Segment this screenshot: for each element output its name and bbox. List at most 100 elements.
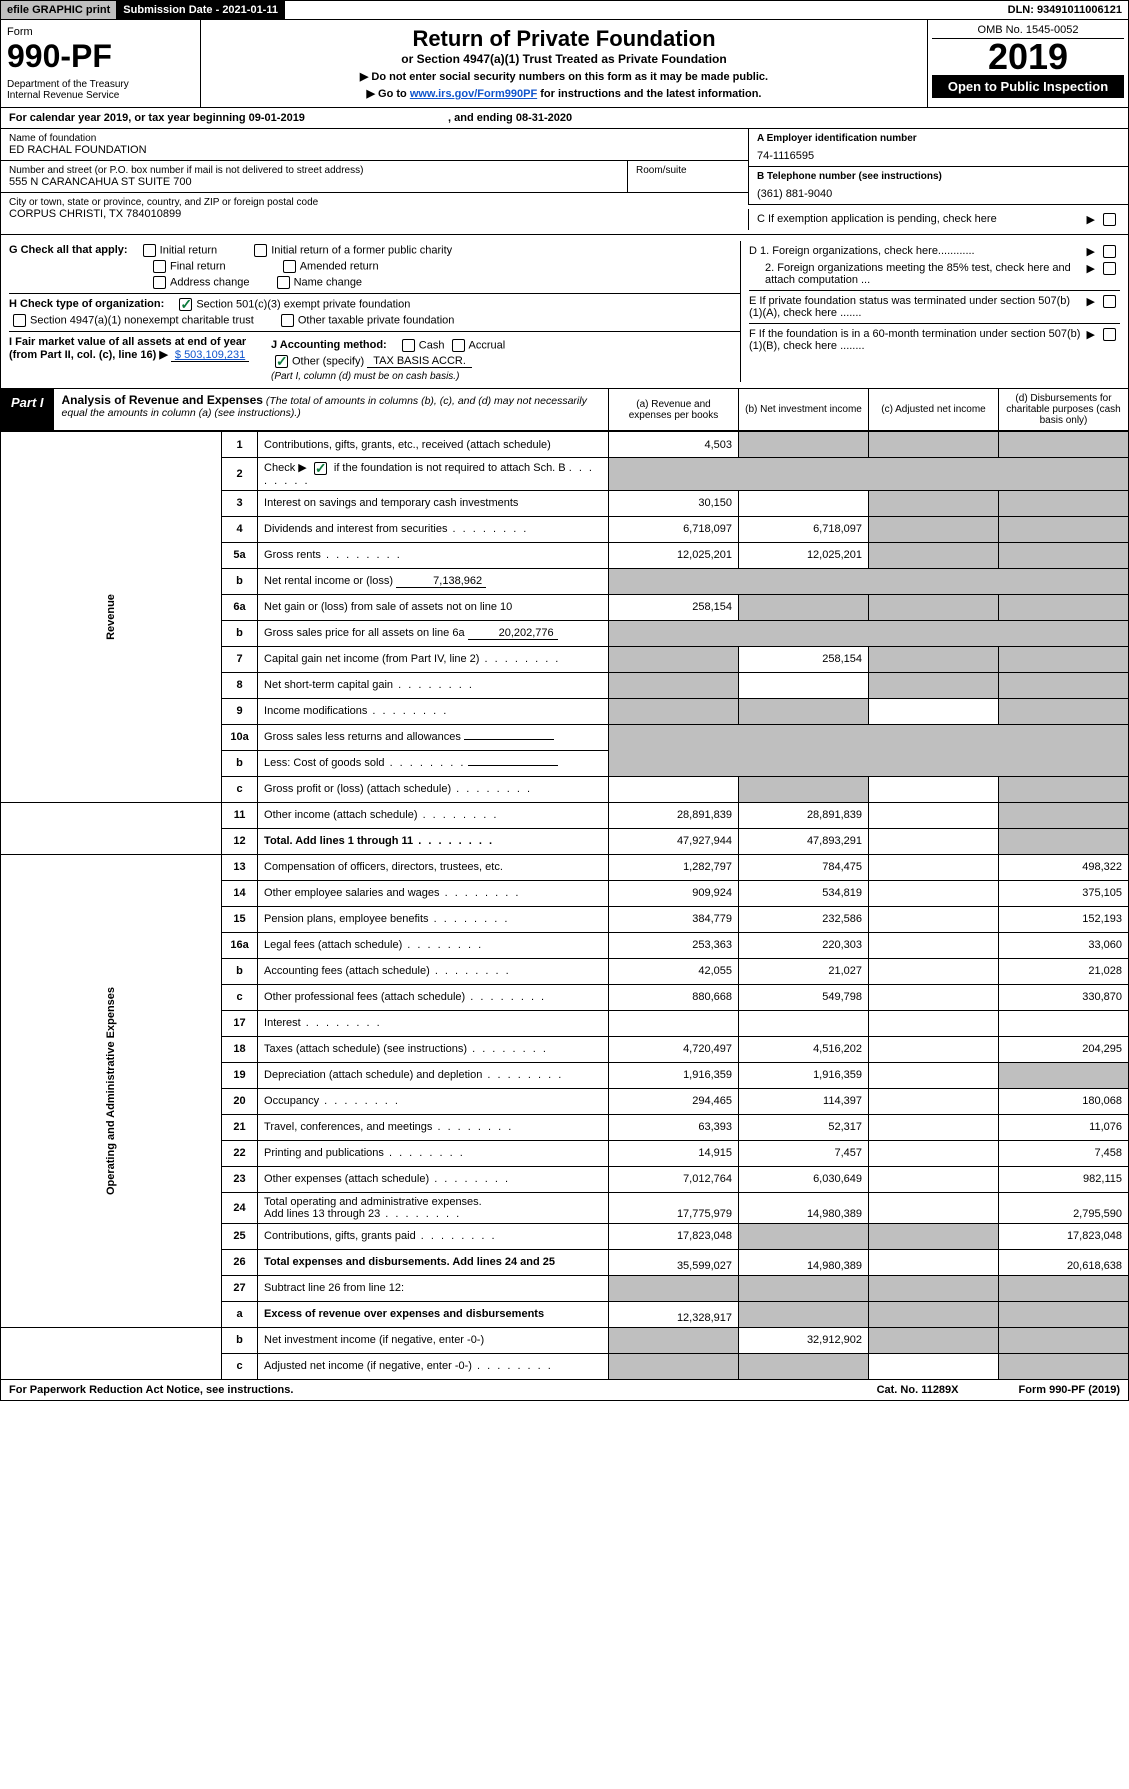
4947-label: Section 4947(a)(1) nonexempt charitable … <box>30 314 254 326</box>
r11-a: 28,891,839 <box>609 802 739 828</box>
r13-d: 498,322 <box>999 854 1129 880</box>
arrow-icon: ▶ <box>1087 245 1095 258</box>
r16c-num: c <box>222 984 258 1010</box>
r5a-num: 5a <box>222 542 258 568</box>
r10a-num: 10a <box>222 724 258 750</box>
initial-return-label: Initial return <box>160 244 217 256</box>
r1-num: 1 <box>222 432 258 458</box>
r16a-desc: Legal fees (attach schedule) <box>258 932 609 958</box>
r11-num: 11 <box>222 802 258 828</box>
r1-d <box>999 432 1129 458</box>
arrow-icon: ▶ <box>1087 213 1095 226</box>
part1-table: Revenue 1 Contributions, gifts, grants, … <box>0 431 1129 1380</box>
arrow-icon: ▶ <box>1087 328 1095 341</box>
r13-c <box>869 854 999 880</box>
r6a-a: 258,154 <box>609 594 739 620</box>
r21-a: 63,393 <box>609 1114 739 1140</box>
accrual-label: Accrual <box>469 339 506 351</box>
r1-desc: Contributions, gifts, grants, etc., rece… <box>258 432 609 458</box>
initial-public-label: Initial return of a former public charit… <box>271 244 452 256</box>
r27a-desc: Excess of revenue over expenses and disb… <box>258 1301 609 1327</box>
r10c-desc: Gross profit or (loss) (attach schedule) <box>258 776 609 802</box>
h-lead: H Check type of organization: <box>9 298 164 310</box>
r27b-num: b <box>222 1327 258 1353</box>
c-cell: C If exemption application is pending, c… <box>748 209 1128 230</box>
r20-d: 180,068 <box>999 1088 1129 1114</box>
dln: DLN: 93491011006121 <box>1002 1 1128 19</box>
form-header: Form 990-PF Department of the Treasury I… <box>0 20 1129 108</box>
col-c-header: (c) Adjusted net income <box>868 389 998 430</box>
r25-desc: Contributions, gifts, grants paid <box>258 1223 609 1249</box>
cash-checkbox[interactable] <box>402 339 415 352</box>
r11-desc: Other income (attach schedule) <box>258 802 609 828</box>
d1-row: D 1. Foreign organizations, check here..… <box>749 245 1120 258</box>
form-number: 990-PF <box>7 38 194 75</box>
r13-num: 13 <box>222 854 258 880</box>
instructions-link[interactable]: www.irs.gov/Form990PF <box>410 88 537 100</box>
r16b-b: 21,027 <box>739 958 869 984</box>
r5a-b: 12,025,201 <box>739 542 869 568</box>
efile-print-button[interactable]: efile GRAPHIC print <box>1 1 117 19</box>
f-checkbox[interactable] <box>1103 328 1116 341</box>
accrual-checkbox[interactable] <box>452 339 465 352</box>
d2-checkbox[interactable] <box>1103 262 1116 275</box>
initial-return-checkbox[interactable] <box>143 244 156 257</box>
expenses-side-label: Operating and Administrative Expenses <box>1 854 222 1327</box>
r17-desc: Interest <box>258 1010 609 1036</box>
r27-num: 27 <box>222 1275 258 1301</box>
r9-num: 9 <box>222 698 258 724</box>
name-label: Name of foundation <box>9 133 740 144</box>
r27b-b: 32,912,902 <box>739 1327 869 1353</box>
r4-desc: Dividends and interest from securities <box>258 516 609 542</box>
c-checkbox[interactable] <box>1103 213 1116 226</box>
room-label: Room/suite <box>636 165 740 176</box>
header-left: Form 990-PF Department of the Treasury I… <box>1 20 201 107</box>
r4-c <box>869 516 999 542</box>
r26-b: 14,980,389 <box>739 1249 869 1275</box>
501c3-checkbox[interactable] <box>179 298 192 311</box>
addr-change-label: Address change <box>170 276 250 288</box>
r4-b: 6,718,097 <box>739 516 869 542</box>
r5b-inline: 7,138,962 <box>396 575 486 588</box>
amended-return-checkbox[interactable] <box>283 260 296 273</box>
note-ssn: ▶ Do not enter social security numbers o… <box>207 70 921 83</box>
part1-header: Part I Analysis of Revenue and Expenses … <box>0 389 1129 431</box>
name-change-checkbox[interactable] <box>277 276 290 289</box>
other-taxable-checkbox[interactable] <box>281 314 294 327</box>
r22-desc: Printing and publications <box>258 1140 609 1166</box>
tax-year: 2019 <box>932 39 1124 75</box>
r15-b: 232,586 <box>739 906 869 932</box>
row-27b: b Net investment income (if negative, en… <box>1 1327 1129 1353</box>
r23-a: 7,012,764 <box>609 1166 739 1192</box>
footer-right: Form 990-PF (2019) <box>1019 1384 1120 1396</box>
d1-checkbox[interactable] <box>1103 245 1116 258</box>
r14-d: 375,105 <box>999 880 1129 906</box>
r5a-c <box>869 542 999 568</box>
r21-desc: Travel, conferences, and meetings <box>258 1114 609 1140</box>
name-cell: Name of foundation ED RACHAL FOUNDATION <box>1 129 748 161</box>
r6a-c <box>869 594 999 620</box>
r22-d: 7,458 <box>999 1140 1129 1166</box>
4947-checkbox[interactable] <box>13 314 26 327</box>
r23-num: 23 <box>222 1166 258 1192</box>
addr-change-checkbox[interactable] <box>153 276 166 289</box>
note-link-pre: ▶ Go to <box>367 88 410 100</box>
d2-row: 2. Foreign organizations meeting the 85%… <box>749 262 1120 286</box>
i-col: I Fair market value of all assets at end… <box>9 336 259 382</box>
r27b-desc: Net investment income (if negative, ente… <box>258 1327 609 1353</box>
r20-a: 294,465 <box>609 1088 739 1114</box>
sch-b-checkbox[interactable] <box>314 462 327 475</box>
top-bar: efile GRAPHIC print Submission Date - 20… <box>0 0 1129 20</box>
col-headers: (a) Revenue and expenses per books (b) N… <box>608 389 1128 430</box>
r4-d <box>999 516 1129 542</box>
other-method-checkbox[interactable] <box>275 355 288 368</box>
final-return-checkbox[interactable] <box>153 260 166 273</box>
e-checkbox[interactable] <box>1103 295 1116 308</box>
part1-title-cell: Analysis of Revenue and Expenses (The to… <box>54 389 608 430</box>
initial-public-checkbox[interactable] <box>254 244 267 257</box>
r7-d <box>999 646 1129 672</box>
revenue-side-label: Revenue <box>1 432 222 803</box>
ein-label: A Employer identification number <box>757 133 1120 144</box>
r6b-inline: 20,202,776 <box>468 627 558 640</box>
r13-b: 784,475 <box>739 854 869 880</box>
